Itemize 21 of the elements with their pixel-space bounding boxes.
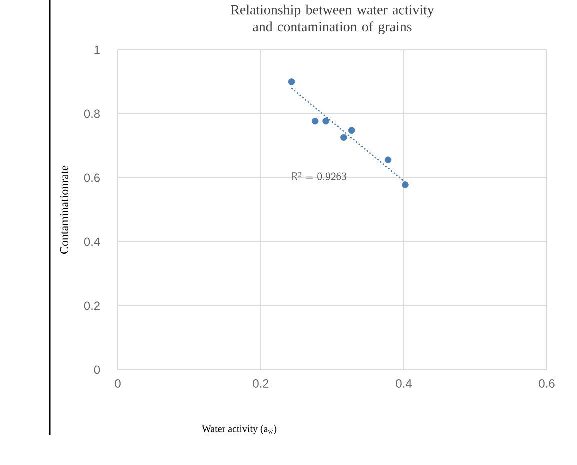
y-axis-title: Contaminationrate	[60, 166, 68, 254]
point	[322, 118, 330, 125]
y-tick-label: 0.2	[84, 302, 100, 310]
y-tick-label: 0	[94, 366, 100, 374]
x-tick-label: 0	[115, 379, 121, 388]
y-tick-label: 0.8	[84, 110, 100, 118]
annotation: R² = 0.9263	[292, 172, 347, 180]
point	[340, 134, 348, 142]
point	[288, 78, 296, 86]
x-tick-label: 0.4	[396, 379, 412, 388]
point	[384, 156, 392, 164]
point	[402, 182, 409, 188]
point	[312, 118, 319, 125]
y-tick-label: 1	[94, 46, 100, 54]
x-tick-label: 0.6	[539, 379, 555, 388]
chart-title: Relationship between water activity and contamination of grains	[231, 4, 434, 35]
x-tick-label: 0.2	[253, 379, 269, 388]
y-tick-label: 0.6	[84, 174, 100, 182]
x-axis-title: Water activity (a$_{w}$)	[202, 425, 277, 434]
point	[348, 127, 356, 134]
y-tick-label: 0.4	[84, 238, 100, 246]
